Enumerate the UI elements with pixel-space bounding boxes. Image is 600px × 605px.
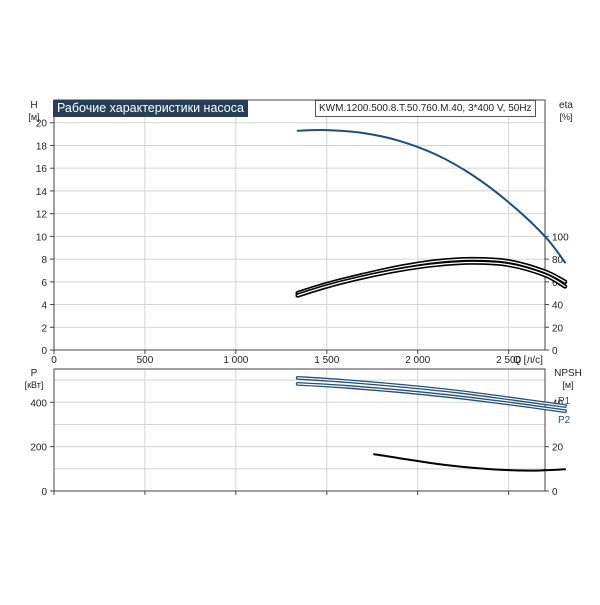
y-right-tick-label: 80 xyxy=(552,255,564,266)
y-tick-label: 2 xyxy=(41,323,47,334)
y-tick-label: 6 xyxy=(41,278,47,289)
y-tick-label: 200 xyxy=(30,443,47,454)
y-tick-label: 8 xyxy=(41,255,47,266)
plot-frame xyxy=(53,368,546,492)
y-axis-label-left: H xyxy=(30,100,37,111)
x-tick-label: 2 000 xyxy=(405,355,430,366)
y-right-tick-label: 40 xyxy=(552,301,564,312)
y-right-tick-label: 20 xyxy=(552,443,564,454)
chart-title: Рабочие характеристики насоса xyxy=(53,100,248,117)
y-axis-label-right: eta xyxy=(559,100,573,111)
y-tick-label: 14 xyxy=(36,187,48,198)
y-tick-label: 0 xyxy=(41,487,47,498)
x-tick-label: 500 xyxy=(137,355,154,366)
head-curve xyxy=(296,129,566,264)
series-label-p2: P2 xyxy=(558,415,571,426)
y-right-tick-label: 20 xyxy=(552,323,564,334)
y-tick-label: 16 xyxy=(36,164,48,175)
y-tick-label: 10 xyxy=(36,232,48,243)
x-tick-label: 1 500 xyxy=(314,355,339,366)
y-axis-unit-left: [кВт] xyxy=(25,380,44,390)
npsh-curve xyxy=(373,453,566,472)
x-axis-label: Q [л/с] xyxy=(513,355,543,366)
x-tick-label: 2 500 xyxy=(496,355,521,366)
x-tick-label: 1 000 xyxy=(223,355,248,366)
plot-frame xyxy=(53,99,546,351)
series-label-p1: P1 xyxy=(558,396,571,407)
y-right-tick-label: 0 xyxy=(552,487,558,498)
y-tick-label: 400 xyxy=(30,398,47,409)
y-axis-unit-right: [м] xyxy=(562,380,573,390)
power-curve-p2-inner xyxy=(297,383,566,412)
pump-model-label: KWM.1200.500.8.T.50.760.M.40, 3*400 V, 5… xyxy=(315,100,536,117)
efficiency-curve-2-inner xyxy=(297,261,566,297)
y-axis-label-right: NPSH xyxy=(554,368,582,379)
y-tick-label: 18 xyxy=(36,141,48,152)
y-axis-unit-left: [м] xyxy=(28,112,39,122)
y-right-tick-label: 0 xyxy=(552,346,558,357)
y-tick-label: 12 xyxy=(36,210,48,221)
y-tick-label: 20 xyxy=(36,119,48,130)
power-curve-p1-inner xyxy=(297,377,566,407)
y-axis-unit-right: [%] xyxy=(559,112,572,122)
y-right-tick-label: 100 xyxy=(552,232,569,243)
y-axis-label-left: P xyxy=(31,368,38,379)
y-tick-label: 4 xyxy=(41,301,47,312)
y-tick-label: 0 xyxy=(41,346,47,357)
x-tick-label: 0 xyxy=(51,355,57,366)
